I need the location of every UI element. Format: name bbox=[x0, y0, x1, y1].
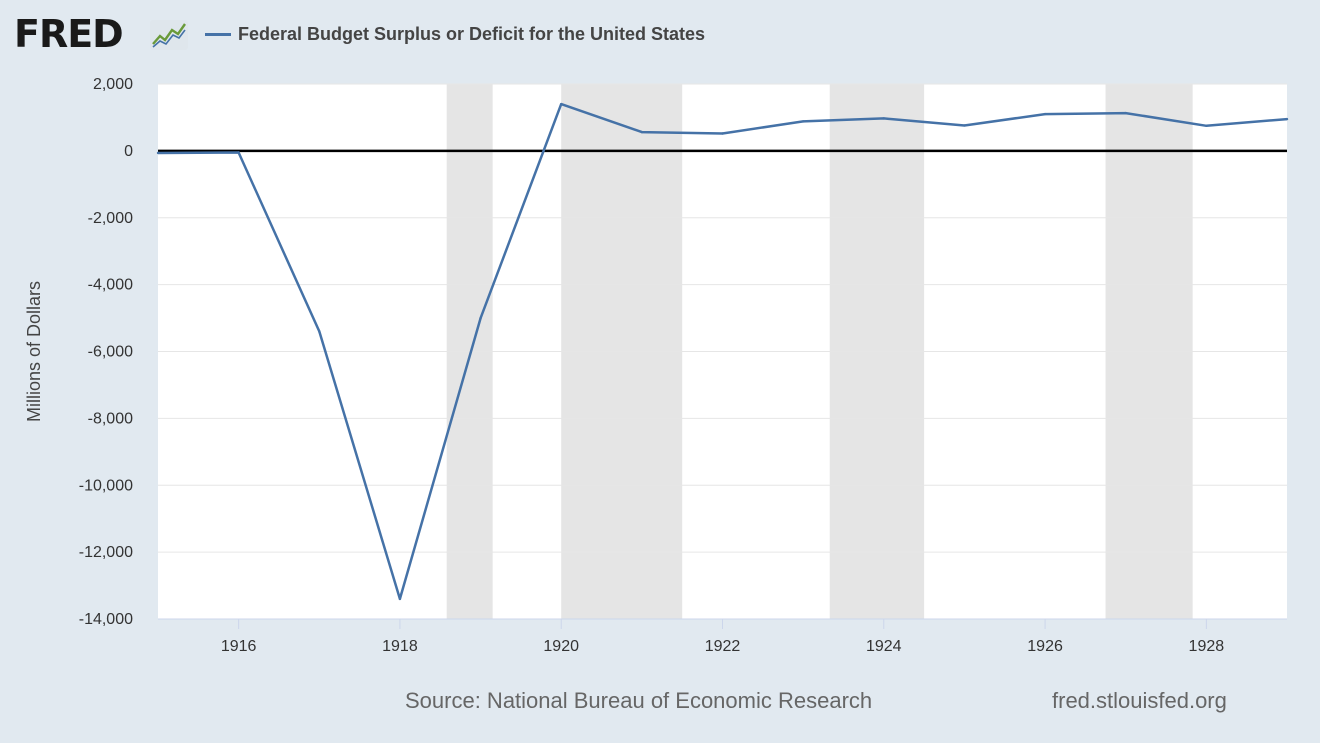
x-tick-label: 1922 bbox=[705, 638, 741, 655]
data-point bbox=[1043, 112, 1047, 116]
x-tick-label: 1916 bbox=[221, 638, 257, 655]
y-tick-label: 0 bbox=[124, 143, 133, 160]
x-tick-label: 1918 bbox=[382, 638, 418, 655]
y-tick-label: -8,000 bbox=[88, 410, 133, 427]
data-point bbox=[721, 132, 724, 135]
data-point bbox=[237, 151, 240, 154]
data-point bbox=[1285, 117, 1289, 121]
data-point bbox=[882, 117, 885, 120]
fred-logo[interactable]: FRED bbox=[14, 12, 124, 56]
data-point bbox=[560, 102, 563, 106]
y-tick-label: 2,000 bbox=[93, 76, 133, 93]
legend-swatch bbox=[205, 33, 231, 36]
y-tick-label: -12,000 bbox=[79, 544, 133, 561]
chart-area: 2,000 0 -2,000 -4,000 -6,000 -8,000 -10,000 -12… bbox=[24, 76, 1289, 655]
y-tick-label: -4,000 bbox=[88, 277, 133, 294]
y-axis-title: Millions of Dollars bbox=[24, 281, 44, 422]
data-point bbox=[963, 124, 966, 127]
x-tick-label: 1924 bbox=[866, 638, 902, 655]
data-point bbox=[398, 597, 402, 601]
x-axis-ticks: 1916 1918 1920 1922 1924 1926 1928 bbox=[158, 618, 1287, 655]
source-note: Source: National Bureau of Economic Rese… bbox=[405, 688, 873, 713]
fred-url[interactable]: fred.stlouisfed.org bbox=[1052, 688, 1227, 713]
data-points bbox=[156, 102, 1289, 601]
data-point bbox=[801, 120, 805, 123]
y-tick-label: -14,000 bbox=[79, 611, 133, 628]
y-axis-ticks: 2,000 0 -2,000 -4,000 -6,000 -8,000 -10,000 -12… bbox=[79, 76, 133, 628]
data-point bbox=[640, 130, 644, 134]
data-point bbox=[479, 316, 482, 320]
data-point bbox=[156, 151, 160, 155]
legend-label: Federal Budget Surplus or Deficit for th… bbox=[238, 24, 706, 44]
y-tick-label: -2,000 bbox=[88, 210, 133, 227]
y-tick-label: -6,000 bbox=[88, 344, 133, 361]
x-tick-label: 1928 bbox=[1189, 638, 1225, 655]
data-point bbox=[1124, 111, 1127, 115]
x-tick-label: 1926 bbox=[1027, 638, 1063, 655]
data-point bbox=[1205, 124, 1208, 127]
y-tick-label: -10,000 bbox=[79, 477, 133, 494]
chart-header: FRED Federal Budget Surplus or Deficit f… bbox=[0, 0, 1320, 70]
line-chart-icon bbox=[150, 20, 188, 50]
data-point bbox=[318, 330, 321, 333]
x-tick-label: 1920 bbox=[543, 638, 579, 655]
